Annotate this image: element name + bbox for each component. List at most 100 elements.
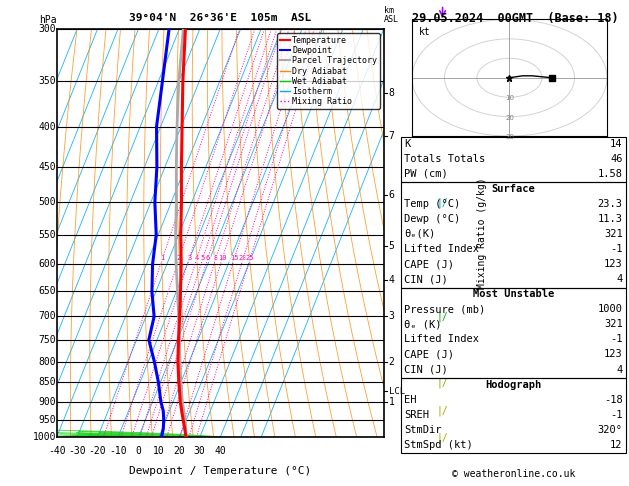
Text: CIN (J): CIN (J) (404, 364, 448, 375)
Text: 750: 750 (38, 335, 56, 345)
Text: StmDir: StmDir (404, 425, 442, 435)
Text: 321: 321 (604, 319, 623, 330)
Text: Most Unstable: Most Unstable (473, 289, 554, 299)
Text: |/: |/ (437, 24, 448, 35)
Text: 15: 15 (230, 256, 238, 261)
Text: 4: 4 (195, 256, 199, 261)
Text: 2: 2 (389, 357, 394, 367)
Text: km
ASL: km ASL (384, 5, 399, 24)
Text: SREH: SREH (404, 410, 430, 420)
Text: Hodograph: Hodograph (486, 380, 542, 390)
Text: 20: 20 (239, 256, 247, 261)
Text: 400: 400 (38, 122, 56, 132)
Text: 8: 8 (389, 88, 394, 98)
Text: 14: 14 (610, 139, 623, 149)
Text: 800: 800 (38, 357, 56, 367)
Text: 350: 350 (38, 76, 56, 87)
Text: PW (cm): PW (cm) (404, 169, 448, 179)
Text: 40: 40 (214, 446, 226, 455)
Text: 1: 1 (160, 256, 165, 261)
Text: Dewpoint / Temperature (°C): Dewpoint / Temperature (°C) (129, 466, 311, 476)
Text: 6: 6 (206, 256, 210, 261)
Text: |/: |/ (437, 406, 448, 416)
Text: -1: -1 (610, 334, 623, 345)
Text: 500: 500 (38, 197, 56, 208)
Text: 450: 450 (38, 162, 56, 172)
Text: Temp (°C): Temp (°C) (404, 199, 460, 209)
Text: -30: -30 (68, 446, 86, 455)
Text: CAPE (J): CAPE (J) (404, 349, 454, 360)
Text: 30: 30 (505, 134, 514, 140)
Legend: Temperature, Dewpoint, Parcel Trajectory, Dry Adiabat, Wet Adiabat, Isotherm, Mi: Temperature, Dewpoint, Parcel Trajectory… (277, 34, 379, 109)
Text: -10: -10 (109, 446, 127, 455)
Text: 600: 600 (38, 259, 56, 269)
Text: EH: EH (404, 395, 417, 405)
Text: |/: |/ (437, 377, 448, 387)
Text: StmSpd (kt): StmSpd (kt) (404, 440, 473, 450)
Text: θₑ(K): θₑ(K) (404, 229, 436, 239)
Text: 4: 4 (616, 364, 623, 375)
Text: 850: 850 (38, 377, 56, 387)
Text: -18: -18 (604, 395, 623, 405)
Text: |/: |/ (437, 432, 448, 443)
Text: 0: 0 (135, 446, 142, 455)
Text: -1: -1 (610, 410, 623, 420)
Text: 4: 4 (616, 274, 623, 284)
Text: -20: -20 (89, 446, 106, 455)
Text: -40: -40 (48, 446, 65, 455)
Text: 321: 321 (604, 229, 623, 239)
Text: Mixing Ratio (g/kg): Mixing Ratio (g/kg) (477, 177, 487, 289)
Text: 3: 3 (389, 312, 394, 321)
Text: 5: 5 (389, 241, 394, 251)
Text: 10: 10 (505, 95, 514, 101)
Text: 5: 5 (201, 256, 205, 261)
Text: 10: 10 (153, 446, 165, 455)
Text: Pressure (mb): Pressure (mb) (404, 304, 486, 314)
Text: θₑ (K): θₑ (K) (404, 319, 442, 330)
Text: 650: 650 (38, 286, 56, 296)
Text: hPa: hPa (38, 15, 56, 25)
Text: 1: 1 (389, 397, 394, 407)
Text: Totals Totals: Totals Totals (404, 154, 486, 164)
Text: 2: 2 (177, 256, 181, 261)
Text: 123: 123 (604, 259, 623, 269)
Text: Dewp (°C): Dewp (°C) (404, 214, 460, 224)
Text: 7: 7 (389, 131, 394, 141)
Text: 320°: 320° (598, 425, 623, 435)
Text: 700: 700 (38, 312, 56, 321)
Text: 46: 46 (610, 154, 623, 164)
Text: Lifted Index: Lifted Index (404, 334, 479, 345)
Text: 29.05.2024  00GMT  (Base: 18): 29.05.2024 00GMT (Base: 18) (412, 12, 618, 25)
Text: 25: 25 (246, 256, 254, 261)
Text: 300: 300 (38, 24, 56, 34)
Text: kt: kt (418, 27, 430, 37)
Text: 39°04'N  26°36'E  105m  ASL: 39°04'N 26°36'E 105m ASL (129, 13, 311, 23)
Text: 10: 10 (218, 256, 226, 261)
Text: 1.58: 1.58 (598, 169, 623, 179)
Text: CIN (J): CIN (J) (404, 274, 448, 284)
Text: 8: 8 (214, 256, 218, 261)
Text: 900: 900 (38, 397, 56, 407)
Text: 30: 30 (194, 446, 206, 455)
Text: 20: 20 (174, 446, 185, 455)
Text: 6: 6 (389, 190, 394, 200)
Text: 20: 20 (505, 115, 514, 121)
Text: Lifted Index: Lifted Index (404, 244, 479, 254)
Text: 3: 3 (187, 256, 191, 261)
Text: K: K (404, 139, 411, 149)
Text: 550: 550 (38, 230, 56, 240)
Text: |/: |/ (437, 197, 448, 208)
Text: 950: 950 (38, 415, 56, 425)
Text: Surface: Surface (492, 184, 535, 194)
Text: |/: |/ (437, 311, 448, 322)
Text: 4: 4 (389, 275, 394, 285)
Text: 123: 123 (604, 349, 623, 360)
Text: CAPE (J): CAPE (J) (404, 259, 454, 269)
Text: 1000: 1000 (598, 304, 623, 314)
Text: LCL: LCL (389, 387, 404, 396)
Text: -1: -1 (610, 244, 623, 254)
Text: 11.3: 11.3 (598, 214, 623, 224)
Text: 1000: 1000 (33, 433, 56, 442)
Text: 12: 12 (610, 440, 623, 450)
Text: 23.3: 23.3 (598, 199, 623, 209)
